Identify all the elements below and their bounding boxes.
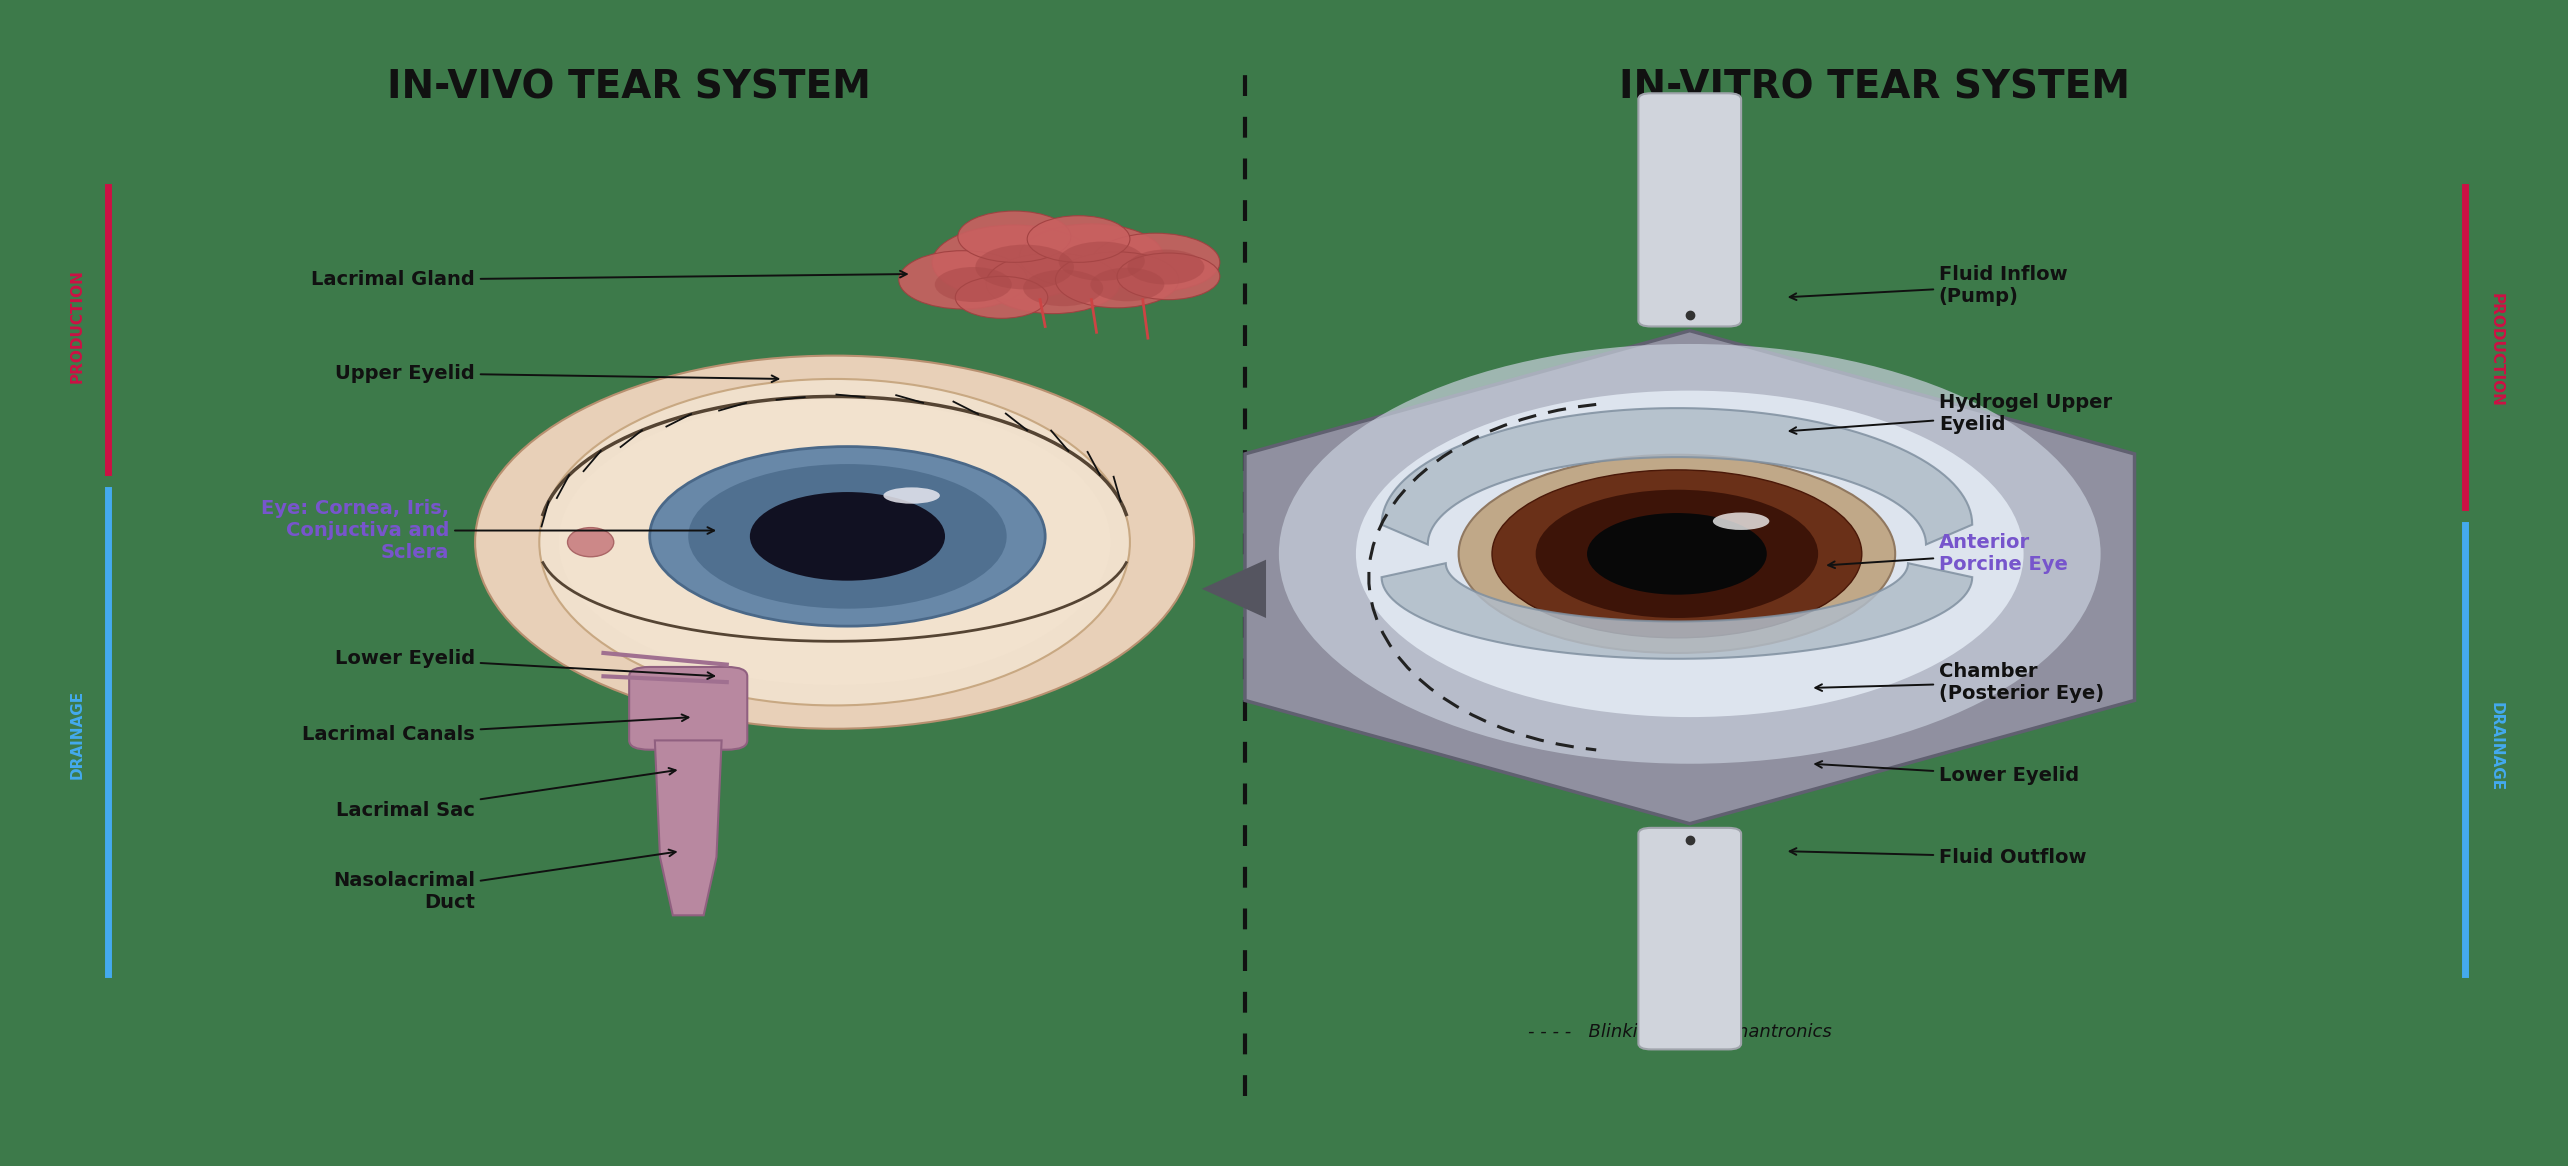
Ellipse shape xyxy=(1279,344,2101,764)
Polygon shape xyxy=(1382,563,1972,659)
Ellipse shape xyxy=(539,379,1130,705)
Circle shape xyxy=(1492,470,1862,638)
Ellipse shape xyxy=(475,356,1194,729)
Circle shape xyxy=(1587,513,1767,595)
Polygon shape xyxy=(1202,560,1266,618)
Text: Nasolacrimal
Duct: Nasolacrimal Duct xyxy=(334,850,675,913)
FancyBboxPatch shape xyxy=(1638,93,1741,326)
Text: Upper Eyelid: Upper Eyelid xyxy=(336,364,778,382)
FancyBboxPatch shape xyxy=(1638,828,1741,1049)
Circle shape xyxy=(1058,241,1145,281)
Circle shape xyxy=(750,492,945,581)
Text: DRAINAGE: DRAINAGE xyxy=(2488,702,2504,791)
Ellipse shape xyxy=(883,487,940,504)
Circle shape xyxy=(1055,252,1179,308)
Circle shape xyxy=(1127,250,1204,285)
Text: Fluid Outflow: Fluid Outflow xyxy=(1790,848,2085,866)
Text: Lacrimal Canals: Lacrimal Canals xyxy=(303,715,688,744)
Text: Hydrogel Upper
Eyelid: Hydrogel Upper Eyelid xyxy=(1790,393,2111,435)
Text: Anterior
Porcine Eye: Anterior Porcine Eye xyxy=(1828,533,2067,575)
Text: PRODUCTION: PRODUCTION xyxy=(2488,293,2504,407)
Circle shape xyxy=(932,225,1097,300)
Text: DRAINAGE: DRAINAGE xyxy=(69,690,85,779)
Text: PRODUCTION: PRODUCTION xyxy=(69,269,85,384)
Text: Lower Eyelid: Lower Eyelid xyxy=(334,649,714,679)
Circle shape xyxy=(986,253,1120,314)
Polygon shape xyxy=(655,740,722,915)
Polygon shape xyxy=(1382,408,1972,545)
Text: Lower Eyelid: Lower Eyelid xyxy=(1816,761,2080,785)
Circle shape xyxy=(958,211,1071,262)
Text: Chamber
(Posterior Eye): Chamber (Posterior Eye) xyxy=(1816,661,2103,703)
Ellipse shape xyxy=(568,527,614,557)
Text: - - - -   Blinking via mechantronics: - - - - Blinking via mechantronics xyxy=(1528,1023,1831,1041)
Circle shape xyxy=(976,245,1073,289)
Ellipse shape xyxy=(1356,391,2024,717)
Circle shape xyxy=(1019,224,1163,289)
Text: Fluid Inflow
(Pump): Fluid Inflow (Pump) xyxy=(1790,265,2067,307)
Circle shape xyxy=(899,251,1027,309)
Circle shape xyxy=(1027,216,1130,262)
Circle shape xyxy=(688,464,1007,609)
Circle shape xyxy=(650,447,1045,626)
Circle shape xyxy=(1091,233,1220,292)
Text: Lacrimal Gland: Lacrimal Gland xyxy=(311,271,907,289)
Ellipse shape xyxy=(557,399,1109,684)
Text: IN-VITRO TEAR SYSTEM: IN-VITRO TEAR SYSTEM xyxy=(1620,69,2129,106)
Ellipse shape xyxy=(1713,512,1769,529)
Polygon shape xyxy=(1245,331,2134,823)
Text: IN-VIVO TEAR SYSTEM: IN-VIVO TEAR SYSTEM xyxy=(388,69,871,106)
Circle shape xyxy=(955,276,1048,318)
Circle shape xyxy=(1459,455,1895,653)
Circle shape xyxy=(1022,269,1104,307)
FancyBboxPatch shape xyxy=(629,667,747,750)
Text: Eye: Cornea, Iris,
Conjuctiva and
Sclera: Eye: Cornea, Iris, Conjuctiva and Sclera xyxy=(262,499,714,562)
Text: Lacrimal Sac: Lacrimal Sac xyxy=(336,768,675,820)
Circle shape xyxy=(935,267,1012,302)
Circle shape xyxy=(1091,268,1163,301)
Circle shape xyxy=(1536,490,1818,618)
Circle shape xyxy=(1117,253,1220,300)
